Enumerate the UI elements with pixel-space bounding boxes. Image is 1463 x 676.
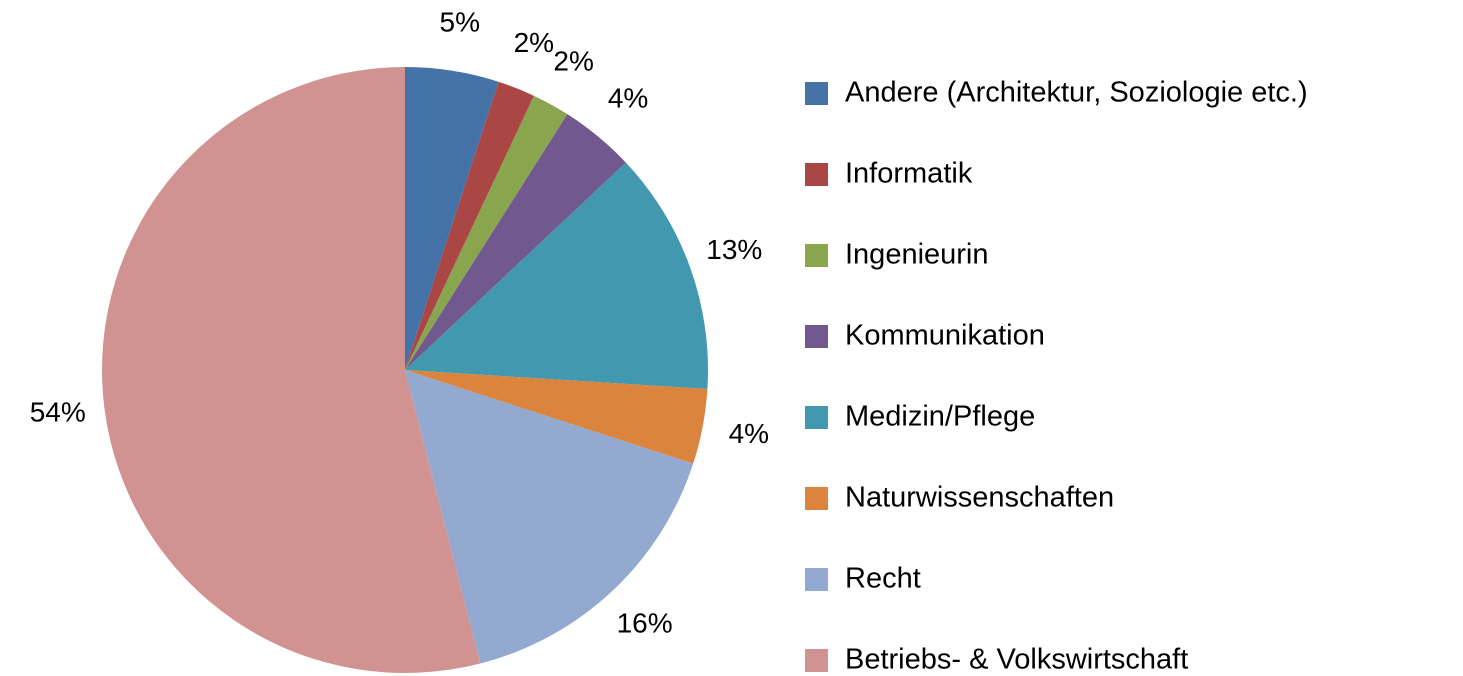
data-label: 2%: [514, 27, 554, 58]
data-label: 4%: [608, 83, 648, 114]
legend-swatch: [805, 163, 828, 186]
legend-swatch: [805, 487, 828, 510]
legend-label: Andere (Architektur, Soziologie etc.): [845, 77, 1308, 109]
legend-swatch: [805, 406, 828, 429]
pie-slice: [405, 114, 626, 370]
legend-swatch: [805, 325, 828, 348]
legend-label: Naturwissenschaften: [845, 482, 1114, 514]
pie-slice: [102, 67, 481, 673]
data-label: 13%: [706, 234, 762, 265]
data-label: 54%: [30, 396, 86, 427]
pie-slice: [405, 370, 694, 664]
pie-slice: [405, 81, 535, 371]
legend-label: Betriebs- & Volkswirtschaft: [845, 644, 1188, 676]
legend-swatch: [805, 649, 828, 672]
pie-slice: [405, 67, 499, 370]
legend-label: Medizin/Pflege: [845, 401, 1035, 433]
legend-label: Ingenieurin: [845, 239, 989, 271]
data-label: 4%: [729, 418, 769, 449]
pie-slice: [405, 95, 568, 370]
data-label: 2%: [553, 46, 593, 77]
legend-swatch: [805, 568, 828, 591]
data-label: 16%: [617, 608, 673, 639]
pie-slice: [405, 162, 708, 390]
data-label: 5%: [440, 7, 480, 38]
pie-slice: [405, 370, 708, 464]
legend-label: Informatik: [845, 158, 973, 190]
legend-swatch: [805, 244, 828, 267]
legend-label: Recht: [845, 563, 921, 595]
legend-label: Kommunikation: [845, 320, 1045, 352]
legend-swatch: [805, 82, 828, 105]
